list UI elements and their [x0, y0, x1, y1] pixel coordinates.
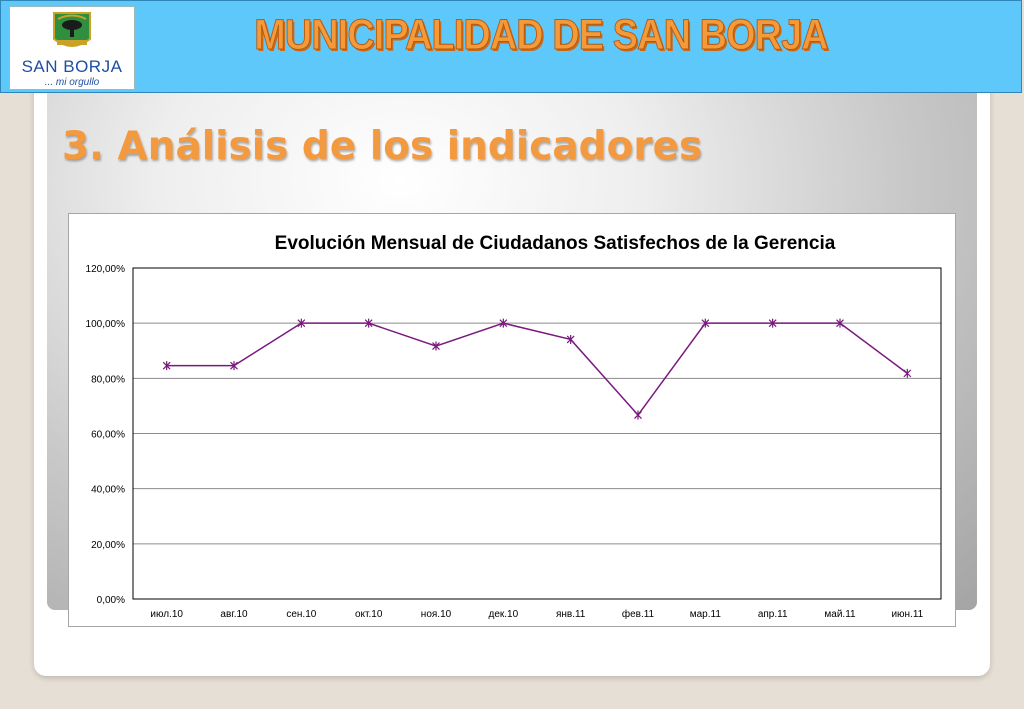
- data-point: [768, 318, 777, 328]
- x-tick-label: май.11: [824, 609, 856, 620]
- data-point: [230, 361, 238, 371]
- x-tick-label: июл.10: [150, 609, 183, 620]
- data-point: [701, 318, 710, 328]
- municipal-logo: SAN BORJA ... mi orgullo: [9, 6, 135, 90]
- y-tick-label: 120,00%: [86, 264, 126, 275]
- y-tick-label: 0,00%: [97, 595, 125, 606]
- series-line: [166, 322, 908, 417]
- x-tick-label: янв.11: [556, 609, 586, 620]
- x-tick-label: ноя.10: [421, 609, 452, 620]
- brand-title: MUNICIPALIDAD DE SAN BORJA: [254, 11, 829, 60]
- slide-title: 3. Análisis de los indicadores: [62, 124, 703, 169]
- x-tick-label: окт.10: [355, 609, 383, 620]
- x-tick-label: апр.11: [758, 609, 788, 620]
- x-tick-label: авг.10: [220, 609, 248, 620]
- y-tick-label: 20,00%: [91, 540, 125, 551]
- data-point: [297, 318, 306, 328]
- x-tick-label: сен.10: [286, 609, 316, 620]
- chart-title: Evolución Mensual de Ciudadanos Satisfec…: [275, 233, 836, 254]
- logo-name: SAN BORJA: [21, 57, 123, 76]
- line-chart: Evolución Mensual de Ciudadanos Satisfec…: [86, 233, 942, 620]
- data-point: [432, 341, 440, 351]
- x-tick-label: мар.11: [690, 609, 722, 620]
- y-tick-label: 100,00%: [86, 319, 126, 330]
- y-tick-label: 40,00%: [91, 485, 125, 496]
- x-tick-label: дек.10: [488, 609, 518, 620]
- data-point: [836, 318, 844, 328]
- coat-of-arms-icon: [53, 12, 91, 47]
- logo-motto: ... mi orgullo: [44, 77, 100, 88]
- data-point: [162, 361, 171, 371]
- header-bar: SAN BORJA ... mi orgullo MUNICIPALIDAD D…: [0, 0, 1022, 93]
- data-point: [903, 368, 912, 378]
- x-tick-label: фев.11: [622, 608, 655, 620]
- data-point: [364, 318, 373, 328]
- data-point: [499, 318, 508, 328]
- y-tick-label: 80,00%: [91, 374, 125, 385]
- y-tick-label: 60,00%: [91, 430, 125, 441]
- chart-container: Evolución Mensual de Ciudadanos Satisfec…: [68, 213, 956, 627]
- data-point: [566, 334, 575, 344]
- x-tick-label: июн.11: [891, 609, 923, 620]
- data-point: [634, 410, 642, 420]
- plot-area: [132, 267, 942, 600]
